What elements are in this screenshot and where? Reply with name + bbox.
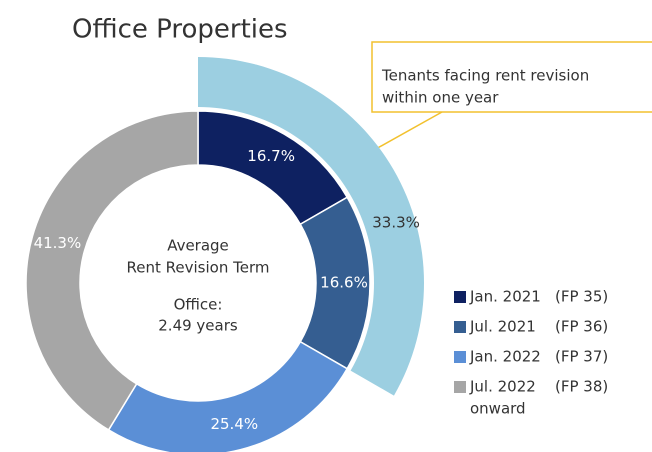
legend-swatch bbox=[454, 321, 466, 333]
annotation-text: within one year bbox=[382, 89, 499, 107]
outer-ring bbox=[198, 57, 425, 396]
value-label: 16.7% bbox=[247, 147, 295, 165]
value-label: 25.4% bbox=[210, 415, 258, 433]
legend-label: (FP 35) bbox=[555, 288, 608, 306]
legend-label: Jan. 2021 bbox=[469, 288, 541, 306]
legend-swatch bbox=[454, 381, 466, 393]
center-text: Office: bbox=[174, 296, 223, 314]
donut-slice bbox=[107, 340, 349, 452]
legend-label: Jul. 2021 bbox=[469, 318, 536, 336]
legend-swatch bbox=[454, 291, 466, 303]
legend-label: Jul. 2022 bbox=[469, 378, 536, 396]
outer-value-label: 33.3% bbox=[372, 213, 420, 231]
leader-line bbox=[373, 111, 443, 151]
center-text: Rent Revision Term bbox=[127, 259, 270, 277]
center-text: 2.49 years bbox=[158, 317, 238, 335]
legend-swatch bbox=[454, 351, 466, 363]
value-label: 16.6% bbox=[320, 274, 368, 292]
legend-label: Jan. 2022 bbox=[469, 348, 541, 366]
chart-title: Office Properties bbox=[72, 15, 288, 45]
donut-slice bbox=[25, 110, 199, 431]
legend-label: (FP 38) bbox=[555, 378, 608, 396]
legend-label: onward bbox=[470, 400, 526, 418]
center-text: Average bbox=[167, 237, 229, 255]
value-label: 41.3% bbox=[34, 234, 82, 252]
annotation-text: Tenants facing rent revision bbox=[381, 67, 589, 85]
legend-label: (FP 36) bbox=[555, 318, 608, 336]
annotation-box bbox=[371, 41, 652, 113]
legend-label: (FP 37) bbox=[555, 348, 608, 366]
